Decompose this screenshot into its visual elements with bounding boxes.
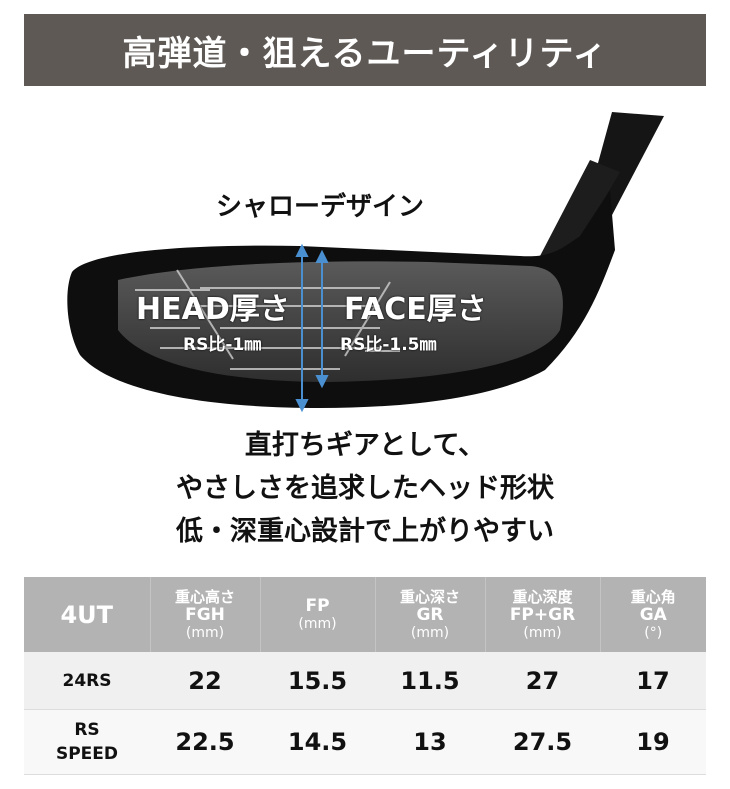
title-banner: 高弾道・狙えるユーティリティ — [24, 14, 706, 86]
feature-copy: 直打ちギアとして、 やさしさを追求したヘッド形状 低・深重心設計で上がりやすい — [0, 424, 730, 553]
model-name: 24RS — [24, 652, 150, 710]
model-name: RS SPEED — [24, 709, 150, 775]
cell: 27.5 — [485, 709, 600, 775]
header-gr: 重心深さ GR (mm) — [375, 577, 486, 652]
copy-line: 低・深重心設計で上がりやすい — [176, 516, 554, 547]
cell: 11.5 — [375, 652, 485, 710]
head-thickness-note: RS比-1㎜ — [183, 335, 262, 355]
table-row: RS SPEED 22.5 14.5 13 27.5 19 — [24, 709, 706, 775]
head-thickness-label: HEAD厚さ — [136, 292, 290, 327]
face-thickness-note: RS比-1.5㎜ — [340, 335, 437, 355]
hosel — [540, 160, 620, 258]
copy-line: 直打ちギアとして、 — [244, 430, 486, 461]
cell: 15.5 — [260, 652, 375, 710]
copy-line: やさしさを追求したヘッド形状 — [176, 473, 554, 504]
cell: 27 — [485, 652, 600, 710]
cell: 19 — [600, 709, 706, 775]
cell: 13 — [375, 709, 485, 775]
table-row: 24RS 22 15.5 11.5 27 17 — [24, 652, 706, 710]
cell: 14.5 — [260, 709, 375, 775]
cell: 22 — [150, 652, 260, 710]
cell: 22.5 — [150, 709, 260, 775]
header-ga: 重心角 GA (°) — [600, 577, 706, 652]
shallow-design-label: シャローデザイン — [215, 192, 424, 222]
table-header: 4UT 重心高さ FGH (mm) FP (mm) 重心深さ GR (mm) 重心深度 FP… — [24, 577, 706, 652]
spec-table: 4UT 重心高さ FGH (mm) FP (mm) 重心深さ GR (mm) 重心深度 FP… — [24, 577, 706, 775]
header-corner: 4UT — [24, 577, 151, 652]
cell: 17 — [600, 652, 706, 710]
header-fgh: 重心高さ FGH (mm) — [150, 577, 261, 652]
header-fp: FP (mm) — [260, 577, 376, 652]
thickness-arrows — [295, 243, 329, 413]
header-fpgr: 重心深度 FP+GR (mm) — [485, 577, 601, 652]
face-thickness-label: FACE厚さ — [344, 292, 487, 327]
club-head-image — [67, 112, 664, 413]
